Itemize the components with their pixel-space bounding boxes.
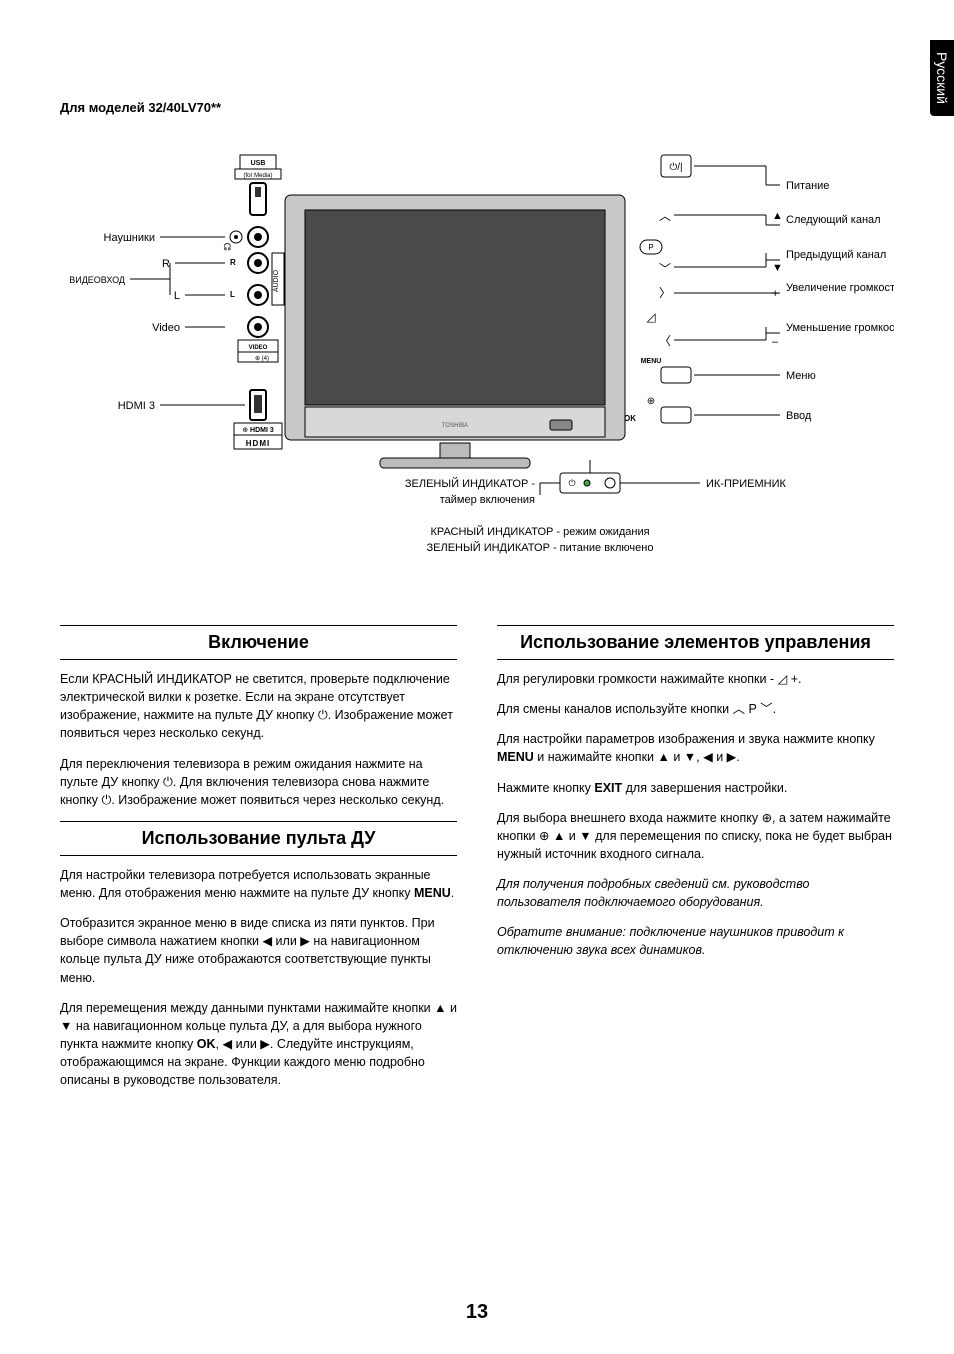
svg-text:TOSHIBA: TOSHIBA [442,423,468,429]
page-content: Для моделей 32/40LV70** TOSHIBA USB (for… [0,0,954,1141]
svg-text:◿: ◿ [646,310,656,324]
svg-text:〉: 〉 [659,286,671,300]
section-title-remote: Использование пульта ДУ [60,821,457,856]
svg-text:P: P [648,243,653,252]
diagram-svg: TOSHIBA USB (for Media) 🎧 Наушники R [60,145,894,605]
para-ctrl-3: Для настройки параметров изображения и з… [497,730,894,766]
left-column: Включение Если КРАСНЫЙ ИНДИКАТОР не свет… [60,625,457,1101]
para-remote-3: Для перемещения между данными пунктами н… [60,999,457,1090]
svg-text:AUDIO: AUDIO [273,269,280,292]
power-icon: ⏻ [318,708,328,722]
svg-text:L: L [174,290,180,302]
svg-text:таймер включения: таймер включения [440,494,535,506]
svg-text:⊕ (4): ⊕ (4) [255,356,269,362]
two-columns: Включение Если КРАСНЫЙ ИНДИКАТОР не свет… [60,625,894,1101]
power-icon: ⏻ [163,775,173,789]
para-ctrl-1: Для регулировки громкости нажимайте кноп… [497,670,894,688]
svg-text:+: + [772,288,778,300]
svg-text:Предыдущий канал: Предыдущий канал [786,249,886,261]
svg-text:(for Media): (for Media) [243,173,272,179]
para-power-1: Если КРАСНЫЙ ИНДИКАТОР не светится, пров… [60,670,457,743]
para-ctrl-2: Для смены каналов используйте кнопки ︿ P… [497,700,894,718]
svg-text:L: L [230,290,235,299]
svg-text:⊕: ⊕ [647,396,655,407]
svg-text:▲: ▲ [772,210,783,222]
svg-text:▼: ▼ [772,262,783,274]
svg-text:HDMI 3: HDMI 3 [118,400,155,412]
svg-text:ИК-ПРИЕМНИК: ИК-ПРИЕМНИК [706,478,786,490]
para-ctrl-7: Обратите внимание: подключение наушников… [497,923,894,959]
right-column: Использование элементов управления Для р… [497,625,894,1101]
svg-text:⊕ HDMI 3: ⊕ HDMI 3 [242,427,274,434]
svg-text:Увеличение громкости: Увеличение громкости [786,282,894,294]
page-number: 13 [0,1301,954,1324]
svg-text:USB: USB [251,160,266,167]
svg-text:Ввод: Ввод [786,410,812,422]
model-heading: Для моделей 32/40LV70** [60,100,894,115]
svg-text:﹀: ﹀ [659,262,671,276]
svg-text:︿: ︿ [659,209,671,223]
svg-text:КРАСНЫЙ ИНДИКАТОР - режим ожид: КРАСНЫЙ ИНДИКАТОР - режим ожидания [430,525,649,538]
svg-text:ЗЕЛЕНЫЙ ИНДИКАТОР - питание вк: ЗЕЛЕНЫЙ ИНДИКАТОР - питание включено [427,541,654,554]
svg-text:🎧: 🎧 [223,242,232,251]
power-icon: ⏻ [101,793,111,807]
svg-text:ВИДЕОВХОД: ВИДЕОВХОД [69,275,125,285]
svg-text:OK: OK [624,414,636,423]
svg-text:MENU: MENU [641,358,662,365]
language-tab: Русский [930,40,954,116]
svg-text:VIDEO: VIDEO [249,345,268,351]
svg-text:Наушники: Наушники [104,232,155,244]
svg-text:–: – [772,336,779,348]
para-ctrl-4: Нажмите кнопку EXIT для завершения настр… [497,779,894,797]
para-remote-2: Отобразится экранное меню в виде списка … [60,914,457,987]
svg-text:Питание: Питание [786,180,829,192]
svg-text:⏻: ⏻ [568,478,575,488]
svg-text:Меню: Меню [786,370,816,382]
section-title-controls: Использование элементов управления [497,625,894,660]
para-power-2: Для переключения телевизора в режим ожид… [60,755,457,809]
para-remote-1: Для настройки телевизора потребуется исп… [60,866,457,902]
svg-text:〈: 〈 [659,334,671,348]
svg-text:ЗЕЛЕНЫЙ ИНДИКАТОР -: ЗЕЛЕНЫЙ ИНДИКАТОР - [405,477,535,490]
svg-text:HDMI: HDMI [246,439,270,448]
para-ctrl-5: Для выбора внешнего входа нажмите кнопку… [497,809,894,863]
section-title-power: Включение [60,625,457,660]
svg-text:⏻/|: ⏻/| [669,162,682,173]
svg-text:Video: Video [152,322,180,334]
svg-text:R: R [230,258,236,267]
svg-text:R: R [162,258,170,270]
svg-text:Уменьшение громкости: Уменьшение громкости [786,322,894,334]
tv-diagram: TOSHIBA USB (for Media) 🎧 Наушники R [60,145,894,605]
para-ctrl-6: Для получения подробных сведений см. рук… [497,875,894,911]
svg-text:Следующий канал: Следующий канал [786,214,881,226]
